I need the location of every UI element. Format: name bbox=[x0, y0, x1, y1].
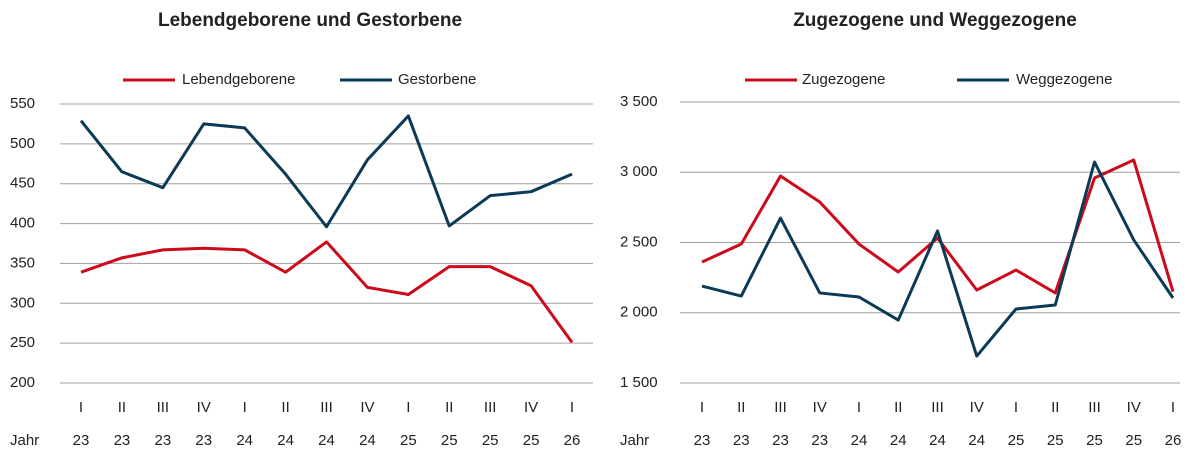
legend-label: Zugezogene bbox=[802, 71, 885, 88]
x-tick-label: I bbox=[406, 399, 410, 416]
y-tick-label: 300 bbox=[10, 294, 35, 311]
x-tick-label: I bbox=[79, 399, 83, 416]
x-year-label: 25 bbox=[482, 432, 499, 449]
y-tick-label: 350 bbox=[10, 254, 35, 271]
line-series bbox=[79, 114, 573, 229]
x-year-label: 24 bbox=[236, 432, 253, 449]
y-tick-label: 2 500 bbox=[620, 233, 658, 250]
x-tick-label: IV bbox=[970, 399, 984, 416]
x-year-label: 23 bbox=[195, 432, 212, 449]
chart-title: Zugezogene und Weggezogene bbox=[793, 10, 1077, 31]
y-tick-label: 450 bbox=[10, 175, 35, 192]
legend-label: Gestorbene bbox=[398, 71, 476, 88]
x-year-label: 24 bbox=[851, 432, 868, 449]
x-tick-label: I bbox=[1014, 399, 1018, 416]
x-tick-label: II bbox=[445, 399, 453, 416]
x-tick-label: III bbox=[1088, 399, 1101, 416]
x-tick-label: IV bbox=[360, 399, 374, 416]
y-tick-label: 3 500 bbox=[620, 93, 658, 110]
line-series bbox=[80, 240, 574, 344]
x-year-label: 25 bbox=[1125, 432, 1142, 449]
x-year-label: 23 bbox=[114, 432, 131, 449]
x-year-label: 24 bbox=[929, 432, 946, 449]
y-tick-label: 1 500 bbox=[620, 374, 658, 391]
x-axis-label: Jahr bbox=[10, 432, 39, 449]
x-year-label: 25 bbox=[441, 432, 458, 449]
x-tick-label: IV bbox=[197, 399, 211, 416]
legend-label: Lebendgeborene bbox=[182, 71, 295, 88]
x-tick-label: IV bbox=[813, 399, 827, 416]
x-year-label: 24 bbox=[318, 432, 335, 449]
x-tick-label: I bbox=[857, 399, 861, 416]
x-tick-label: II bbox=[281, 399, 289, 416]
y-tick-label: 200 bbox=[10, 374, 35, 391]
x-year-label: 25 bbox=[523, 432, 540, 449]
x-year-label: 23 bbox=[733, 432, 750, 449]
x-tick-label: III bbox=[320, 399, 333, 416]
x-axis-label: Jahr bbox=[620, 432, 649, 449]
legend-label: Weggezogene bbox=[1016, 71, 1112, 88]
x-year-label: 25 bbox=[1008, 432, 1025, 449]
x-tick-label: I bbox=[243, 399, 247, 416]
x-tick-label: II bbox=[1051, 399, 1059, 416]
x-year-label: 23 bbox=[154, 432, 171, 449]
x-year-label: 24 bbox=[277, 432, 294, 449]
x-tick-label: I bbox=[570, 399, 574, 416]
x-tick-label: I bbox=[1171, 399, 1175, 416]
y-tick-label: 3 000 bbox=[620, 163, 658, 180]
x-tick-label: IV bbox=[524, 399, 538, 416]
x-tick-label: IV bbox=[1127, 399, 1141, 416]
x-year-label: 24 bbox=[359, 432, 376, 449]
x-tick-label: III bbox=[931, 399, 944, 416]
y-tick-label: 250 bbox=[10, 334, 35, 351]
x-tick-label: I bbox=[700, 399, 704, 416]
y-tick-label: 2 000 bbox=[620, 304, 658, 321]
x-year-label: 25 bbox=[400, 432, 417, 449]
x-year-label: 26 bbox=[1165, 432, 1182, 449]
y-tick-label: 550 bbox=[10, 95, 35, 112]
line-series bbox=[701, 158, 1175, 295]
x-tick-label: II bbox=[118, 399, 126, 416]
y-tick-label: 400 bbox=[10, 215, 35, 232]
line-series bbox=[701, 160, 1175, 358]
x-year-label: 23 bbox=[73, 432, 90, 449]
x-tick-label: III bbox=[484, 399, 497, 416]
chart-title: Lebendgeborene und Gestorbene bbox=[158, 10, 462, 31]
x-year-label: 23 bbox=[772, 432, 789, 449]
x-year-label: 26 bbox=[564, 432, 581, 449]
x-year-label: 24 bbox=[968, 432, 985, 449]
x-tick-label: II bbox=[894, 399, 902, 416]
x-year-label: 23 bbox=[811, 432, 828, 449]
x-year-label: 24 bbox=[890, 432, 907, 449]
x-year-label: 25 bbox=[1047, 432, 1064, 449]
x-tick-label: III bbox=[157, 399, 170, 416]
x-tick-label: III bbox=[774, 399, 787, 416]
x-year-label: 23 bbox=[694, 432, 711, 449]
x-tick-label: II bbox=[737, 399, 745, 416]
y-tick-label: 500 bbox=[10, 135, 35, 152]
x-year-label: 25 bbox=[1086, 432, 1103, 449]
